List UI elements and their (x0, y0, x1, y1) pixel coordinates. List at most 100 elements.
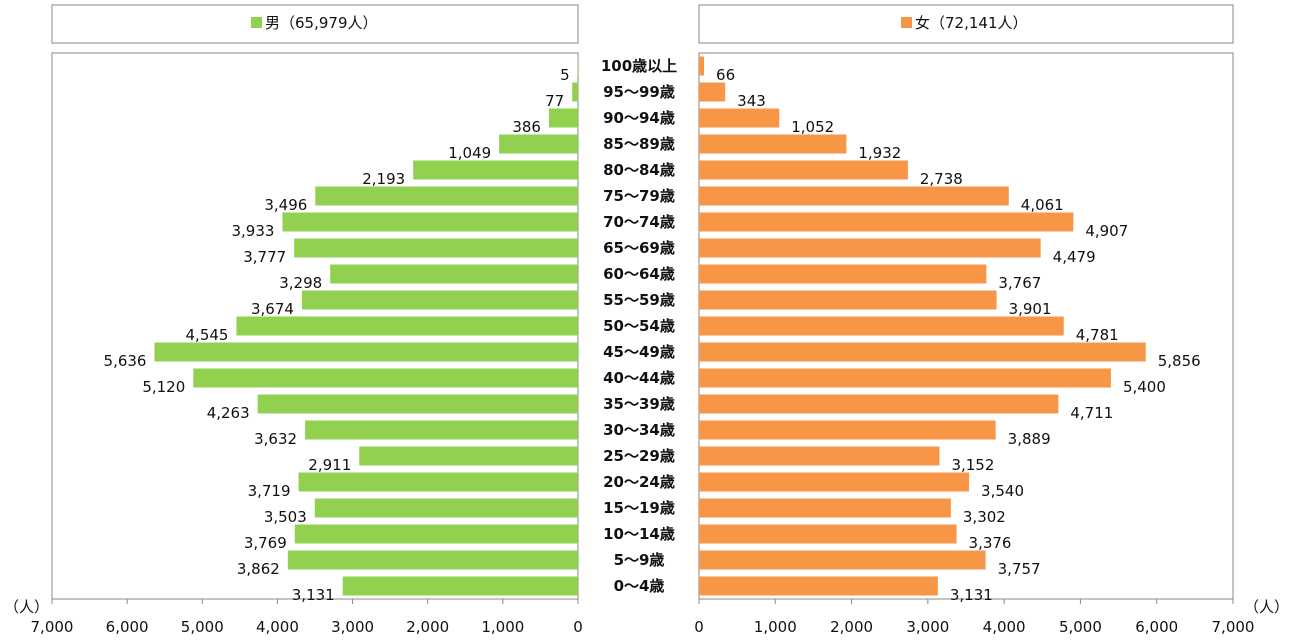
bar-male (294, 238, 578, 258)
data-label-female: 343 (737, 92, 766, 110)
unit-label-left: （人） (4, 598, 49, 616)
category-label: 15〜19歳 (603, 499, 675, 517)
category-label: 100歳以上 (601, 57, 677, 75)
x-tick-label-female: 3,000 (906, 618, 949, 636)
bar-male (572, 82, 578, 102)
data-label-female: 1,932 (858, 144, 901, 162)
bar-female (699, 212, 1074, 232)
data-label-female: 4,711 (1070, 404, 1113, 422)
bar-female (699, 576, 938, 596)
data-label-male: 3,131 (292, 586, 335, 604)
x-tick-label-male: 7,000 (31, 618, 74, 636)
data-label-male: 77 (545, 92, 564, 110)
x-tick-label-female: 5,000 (1059, 618, 1102, 636)
bar-male (305, 420, 578, 440)
bar-female (699, 238, 1041, 258)
bar-female (699, 264, 987, 284)
bar-female (699, 186, 1009, 206)
category-label: 45〜49歳 (603, 343, 675, 361)
bar-male (314, 498, 578, 518)
bar-male (282, 212, 578, 232)
bar-female (699, 290, 997, 310)
x-tick-label-male: 5,000 (181, 618, 224, 636)
legend-label-male: 男（65,979人） (265, 14, 378, 32)
data-label-male: 2,911 (308, 456, 351, 474)
data-label-female: 1,052 (791, 118, 834, 136)
data-label-female: 3,131 (950, 586, 993, 604)
x-tick-label-female: 6,000 (1135, 618, 1178, 636)
bar-female (699, 368, 1111, 388)
category-label: 0〜4歳 (614, 577, 665, 595)
bar-male (193, 368, 579, 388)
legend-label-female: 女（72,141人） (915, 14, 1028, 32)
legend-swatch-male (251, 17, 262, 28)
x-tick-label-female: 1,000 (754, 618, 797, 636)
x-tick-label-male: 6,000 (106, 618, 149, 636)
data-label-female: 3,302 (963, 508, 1006, 526)
data-label-male: 3,632 (254, 430, 297, 448)
bar-male (301, 290, 578, 310)
category-label: 50〜54歳 (603, 317, 675, 335)
bar-male (315, 186, 578, 206)
category-label: 10〜14歳 (603, 525, 675, 543)
data-label-female: 3,540 (981, 482, 1024, 500)
unit-label-right: （人） (1244, 598, 1289, 616)
data-label-male: 4,263 (207, 404, 250, 422)
data-label-male: 3,674 (251, 300, 294, 318)
data-label-female: 3,757 (998, 560, 1041, 578)
x-tick-label-female: 4,000 (983, 618, 1026, 636)
category-label: 80〜84歳 (603, 161, 675, 179)
data-label-male: 4,545 (186, 326, 229, 344)
bar-female (699, 420, 996, 440)
bar-male (548, 108, 578, 128)
bar-male (154, 342, 578, 362)
category-label: 75〜79歳 (603, 187, 675, 205)
bar-female (699, 472, 970, 492)
bar-male (499, 134, 578, 154)
data-label-female: 3,376 (969, 534, 1012, 552)
x-tick-label-female: 7,000 (1212, 618, 1255, 636)
bar-female (699, 550, 986, 570)
x-tick-label-male: 4,000 (256, 618, 299, 636)
data-label-male: 1,049 (448, 144, 491, 162)
data-label-male: 5 (560, 66, 570, 84)
bar-female (699, 56, 705, 76)
data-label-female: 4,907 (1085, 222, 1128, 240)
bar-male (342, 576, 578, 596)
bar-female (699, 498, 951, 518)
bar-female (699, 446, 940, 466)
data-label-female: 4,781 (1076, 326, 1119, 344)
data-label-female: 5,856 (1158, 352, 1201, 370)
data-label-male: 3,862 (237, 560, 280, 578)
data-label-male: 3,769 (244, 534, 287, 552)
data-label-female: 5,400 (1123, 378, 1166, 396)
bar-male (257, 394, 578, 414)
data-label-female: 2,738 (920, 170, 963, 188)
x-tick-label-male: 0 (573, 618, 583, 636)
bar-male (294, 524, 578, 544)
bar-male (287, 550, 578, 570)
legend-box-female (698, 4, 1234, 44)
data-label-female: 3,901 (1009, 300, 1052, 318)
category-label: 70〜74歳 (603, 213, 675, 231)
data-label-male: 3,298 (279, 274, 322, 292)
x-tick-label-male: 1,000 (481, 618, 524, 636)
data-label-male: 3,496 (264, 196, 307, 214)
category-label: 85〜89歳 (603, 135, 675, 153)
bar-male (298, 472, 578, 492)
data-label-female: 66 (716, 66, 735, 84)
category-label: 30〜34歳 (603, 421, 675, 439)
bar-male (577, 56, 579, 76)
legend-box-male (51, 4, 579, 44)
x-tick-label-male: 3,000 (331, 618, 374, 636)
data-label-male: 386 (512, 118, 541, 136)
category-label: 40〜44歳 (603, 369, 675, 387)
category-label: 65〜69歳 (603, 239, 675, 257)
bar-male (236, 316, 578, 336)
x-tick-label-female: 0 (694, 618, 704, 636)
category-label: 55〜59歳 (603, 291, 675, 309)
category-label: 20〜24歳 (603, 473, 675, 491)
bar-female (699, 82, 726, 102)
legend-swatch-female (901, 17, 912, 28)
